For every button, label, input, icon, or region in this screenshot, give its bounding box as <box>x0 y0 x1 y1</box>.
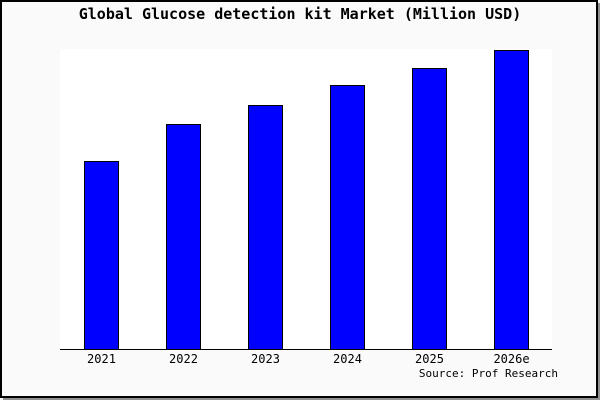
x-tick-label-2026e: 2026e <box>493 352 530 366</box>
x-tick-label-2022: 2022 <box>169 352 198 366</box>
x-tick-label-2023: 2023 <box>251 352 280 366</box>
bar-2023 <box>248 105 283 349</box>
window-shadow-right <box>598 3 600 400</box>
bar-2025 <box>412 68 447 349</box>
x-tick-label-2025: 2025 <box>415 352 444 366</box>
x-tick-label-2024: 2024 <box>333 352 362 366</box>
bar-2024 <box>330 85 365 349</box>
source-label: Source: Prof Research <box>418 367 558 380</box>
window-shadow-bottom <box>3 398 600 400</box>
plot-area <box>60 49 552 350</box>
bar-2022 <box>166 124 201 349</box>
chart-title: Global Glucose detection kit Market (Mil… <box>78 5 522 23</box>
bar-2026e <box>494 50 529 349</box>
x-tick-label-2021: 2021 <box>87 352 116 366</box>
bar-2021 <box>84 161 119 349</box>
